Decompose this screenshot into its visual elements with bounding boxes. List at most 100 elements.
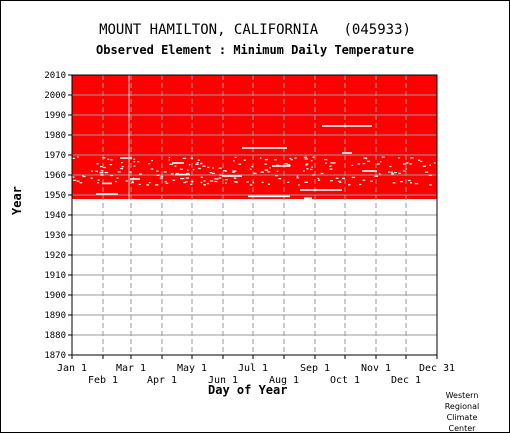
missing-data-dot xyxy=(267,183,271,185)
x-tick-label: Aug 1 xyxy=(269,375,299,386)
missing-data-dot xyxy=(99,165,103,168)
missing-data-dot xyxy=(133,158,136,160)
missing-data-dot xyxy=(233,170,237,172)
missing-data-dot xyxy=(243,159,246,161)
missing-data-dot xyxy=(203,180,206,182)
missing-data-dot xyxy=(209,172,213,174)
missing-data-dot xyxy=(215,178,219,180)
missing-data-dot xyxy=(160,175,164,177)
y-tick-label: 2010 xyxy=(44,71,66,81)
missing-data-dot xyxy=(267,171,271,173)
missing-data-dot xyxy=(370,180,373,182)
missing-data-dot xyxy=(251,165,254,168)
missing-data-dot xyxy=(186,169,189,171)
missing-data-dot xyxy=(190,157,193,159)
missing-data-dot xyxy=(82,175,84,177)
missing-data-dot xyxy=(207,166,210,168)
missing-data-dot xyxy=(103,166,106,169)
missing-data-dot xyxy=(330,162,333,164)
missing-data-dot xyxy=(392,182,396,184)
credit-line: Center xyxy=(448,424,476,433)
missing-data-dot xyxy=(429,184,432,186)
missing-data-dot xyxy=(218,177,222,179)
missing-data-dot xyxy=(148,163,151,165)
missing-data-dot xyxy=(232,171,236,173)
missing-data-dot xyxy=(305,163,309,165)
missing-data-dot xyxy=(150,168,154,170)
missing-data-streak xyxy=(175,173,190,176)
missing-data-dot xyxy=(183,181,186,184)
missing-data-dot xyxy=(211,172,216,175)
missing-data-dot xyxy=(420,160,423,163)
missing-data-dot xyxy=(337,180,342,183)
missing-data-dot xyxy=(398,157,401,159)
missing-data-dot xyxy=(304,158,309,160)
missing-data-dot xyxy=(278,178,282,180)
y-tick-label: 1940 xyxy=(44,211,66,221)
missing-data-dot xyxy=(275,164,280,166)
missing-data-dot xyxy=(428,174,432,176)
missing-data-dot xyxy=(390,171,394,173)
missing-data-streak xyxy=(362,170,377,172)
missing-data-dot xyxy=(405,162,409,164)
missing-data-dot xyxy=(185,177,190,179)
missing-data-dot xyxy=(310,160,313,162)
missing-data-dot xyxy=(212,167,214,169)
missing-data-dot xyxy=(170,173,174,175)
missing-data-dot xyxy=(132,180,134,182)
missing-data-dot xyxy=(190,180,194,182)
missing-data-dot xyxy=(129,171,132,173)
missing-data-dot xyxy=(164,181,167,183)
missing-data-dot xyxy=(206,182,210,185)
y-tick-label: 1910 xyxy=(44,271,66,281)
x-tick-label: Sep 1 xyxy=(300,363,330,374)
missing-data-dot xyxy=(274,159,277,161)
missing-data-dot xyxy=(190,183,193,185)
y-tick-label: 1990 xyxy=(44,111,66,121)
missing-data-dot xyxy=(351,164,354,166)
x-tick-label: May 1 xyxy=(177,363,207,374)
credit-line: Western xyxy=(445,391,479,400)
missing-data-dot xyxy=(276,170,279,172)
missing-data-dot xyxy=(214,178,216,180)
missing-data-dot xyxy=(224,182,227,184)
missing-data-dot xyxy=(200,176,203,178)
missing-data-dot xyxy=(90,177,93,179)
missing-data-streak xyxy=(322,125,372,127)
missing-data-dot xyxy=(424,171,429,173)
missing-data-dot xyxy=(114,180,117,183)
missing-data-dot xyxy=(97,179,100,181)
missing-data-dot xyxy=(265,158,268,161)
missing-data-dot xyxy=(329,165,331,167)
missing-data-dot xyxy=(186,172,190,175)
missing-data-dot xyxy=(110,159,113,161)
missing-data-dot xyxy=(367,160,371,162)
missing-data-dot xyxy=(197,159,200,161)
missing-data-dot xyxy=(233,160,235,162)
missing-data-dot xyxy=(318,179,321,181)
missing-data-dot xyxy=(159,177,164,179)
missing-data-dot xyxy=(304,181,308,183)
missing-data-dot xyxy=(218,167,222,169)
missing-data-dot xyxy=(104,172,109,174)
missing-data-dot xyxy=(117,171,121,173)
missing-data-dot xyxy=(302,170,305,172)
missing-data-dot xyxy=(376,163,380,165)
missing-data-dot xyxy=(133,165,136,167)
missing-data-dot xyxy=(173,162,177,164)
missing-data-dot xyxy=(96,170,98,173)
missing-data-dot xyxy=(363,157,367,159)
missing-data-dot xyxy=(260,171,264,173)
missing-data-dot xyxy=(219,174,223,176)
missing-data-dot xyxy=(378,173,381,175)
x-tick-label: Jan 1 xyxy=(57,363,87,374)
missing-data-streak xyxy=(120,157,132,159)
x-tick-label: Oct 1 xyxy=(330,375,360,386)
missing-data-dot xyxy=(99,172,103,174)
chart-subtitle: Observed Element : Minimum Daily Tempera… xyxy=(96,43,414,57)
missing-data-dot xyxy=(324,159,328,161)
missing-data-dot xyxy=(179,168,183,170)
missing-data-dot xyxy=(252,181,255,184)
missing-data-dot xyxy=(200,163,203,165)
